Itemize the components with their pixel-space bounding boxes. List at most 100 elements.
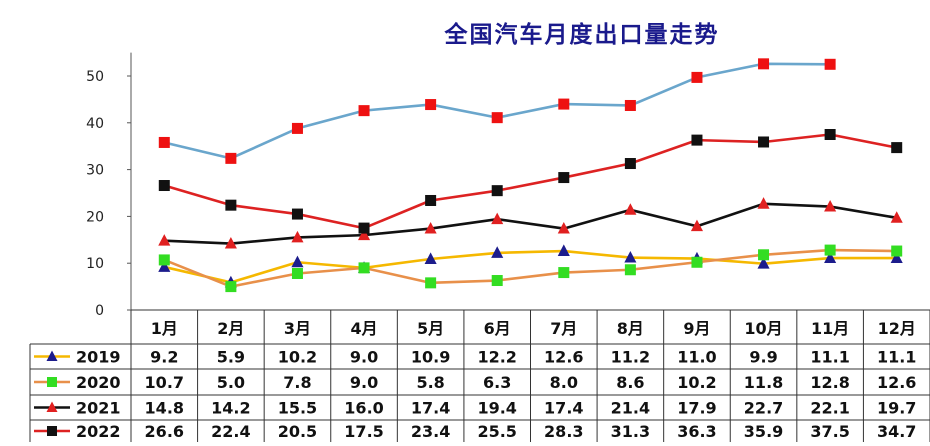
data-label: 10.2	[677, 373, 716, 392]
series-line	[164, 202, 897, 245]
data-table: 1月 2月 3月 4月 5月 6月 7月 8月 9月 10月 11月 12月 2019 9.2 5.9 10.…	[29, 309, 930, 442]
data-label: 22.1	[810, 399, 849, 418]
legend-label: 2022	[76, 422, 121, 441]
data-point	[491, 112, 503, 124]
data-label: 11.0	[677, 348, 716, 367]
series-line	[163, 62, 831, 160]
x-tick-label: 8月	[617, 319, 644, 338]
data-point	[757, 197, 770, 209]
series-2020	[158, 244, 903, 293]
data-label: 26.6	[145, 422, 184, 441]
data-point	[158, 254, 170, 266]
data-point	[225, 281, 237, 293]
x-tick-label: 4月	[350, 319, 377, 338]
data-label: 28.3	[544, 422, 583, 441]
data-label: 10.7	[145, 373, 184, 392]
data-point	[291, 255, 304, 268]
data-label: 16.0	[344, 399, 383, 418]
data-point	[491, 275, 503, 287]
data-label: 14.2	[211, 399, 250, 418]
x-tick-label: 6月	[484, 319, 511, 338]
data-label: 12.6	[877, 373, 916, 392]
data-point	[225, 199, 237, 211]
data-label: 12.2	[477, 348, 516, 367]
data-label: 37.5	[810, 422, 849, 441]
data-label: 17.4	[544, 399, 583, 418]
data-point	[758, 136, 770, 148]
data-point	[558, 172, 570, 184]
data-label: 23.4	[411, 422, 450, 441]
x-tick-label: 11月	[811, 319, 849, 338]
data-point	[291, 230, 304, 243]
data-label: 11.8	[744, 373, 783, 392]
series-2021	[158, 197, 903, 249]
data-point	[46, 350, 58, 361]
x-tick-label: 3月	[284, 319, 311, 338]
data-label: 31.3	[611, 422, 650, 441]
data-point	[758, 58, 770, 70]
data-label: 17.5	[344, 422, 383, 441]
data-point	[424, 252, 437, 264]
x-tick-label: 5月	[417, 319, 444, 338]
data-label: 19.7	[877, 399, 916, 418]
data-label: 21.4	[611, 399, 650, 418]
data-point	[824, 129, 836, 140]
data-point	[890, 251, 903, 264]
data-point	[758, 249, 770, 261]
data-label: 14.8	[145, 399, 184, 418]
data-point	[624, 158, 636, 170]
legend-label: 2019	[76, 348, 121, 367]
data-label: 17.9	[677, 399, 716, 418]
data-point	[357, 228, 371, 241]
series-2019	[158, 244, 903, 288]
data-point	[558, 267, 570, 279]
y-axis: 0 10 20 30 40 50	[86, 52, 132, 319]
series-line	[163, 249, 897, 284]
data-point	[491, 212, 504, 225]
x-tick-label: 1月	[151, 319, 178, 338]
data-label: 35.9	[744, 422, 783, 441]
data-point	[691, 71, 703, 83]
x-tick-label: 12月	[878, 319, 916, 338]
data-point	[891, 245, 903, 257]
legend-entry-2021: 2021	[34, 399, 121, 418]
data-label: 8.0	[550, 373, 578, 392]
data-point	[491, 246, 504, 258]
data-point	[46, 401, 58, 412]
data-point	[824, 199, 837, 212]
data-point	[358, 105, 370, 117]
data-label: 9.2	[150, 348, 178, 367]
data-point	[891, 142, 903, 154]
data-point	[890, 211, 903, 223]
series-lines	[158, 58, 903, 293]
data-label: 25.5	[477, 422, 516, 441]
data-point	[358, 262, 370, 274]
series-2022	[158, 129, 903, 234]
chart-title: 全国汽车月度出口量走势	[444, 21, 720, 48]
data-point	[424, 221, 437, 234]
y-tick-label: 30	[86, 163, 104, 179]
data-point	[624, 99, 636, 111]
data-label: 7.8	[283, 373, 311, 392]
legend-label: 2021	[76, 399, 121, 418]
data-point	[158, 260, 171, 272]
legend-entry-2020: 2020	[34, 373, 121, 392]
data-point	[47, 426, 57, 436]
series-unlabeled	[158, 58, 836, 164]
data-point	[824, 251, 837, 264]
y-tick-label: 20	[86, 209, 104, 225]
data-point	[557, 221, 570, 234]
data-point	[624, 264, 636, 276]
data-label: 20.5	[278, 422, 317, 441]
y-tick-label: 50	[86, 69, 104, 85]
data-point	[291, 267, 303, 279]
data-label: 12.6	[544, 348, 583, 367]
data-point	[824, 58, 836, 70]
data-label: 5.0	[217, 373, 245, 392]
x-tick-label: 10月	[744, 319, 782, 338]
data-label: 11.1	[877, 348, 916, 367]
y-tick-label: 0	[95, 303, 104, 319]
data-point	[824, 244, 836, 256]
data-point	[425, 99, 437, 111]
y-tick-label: 10	[86, 256, 104, 272]
